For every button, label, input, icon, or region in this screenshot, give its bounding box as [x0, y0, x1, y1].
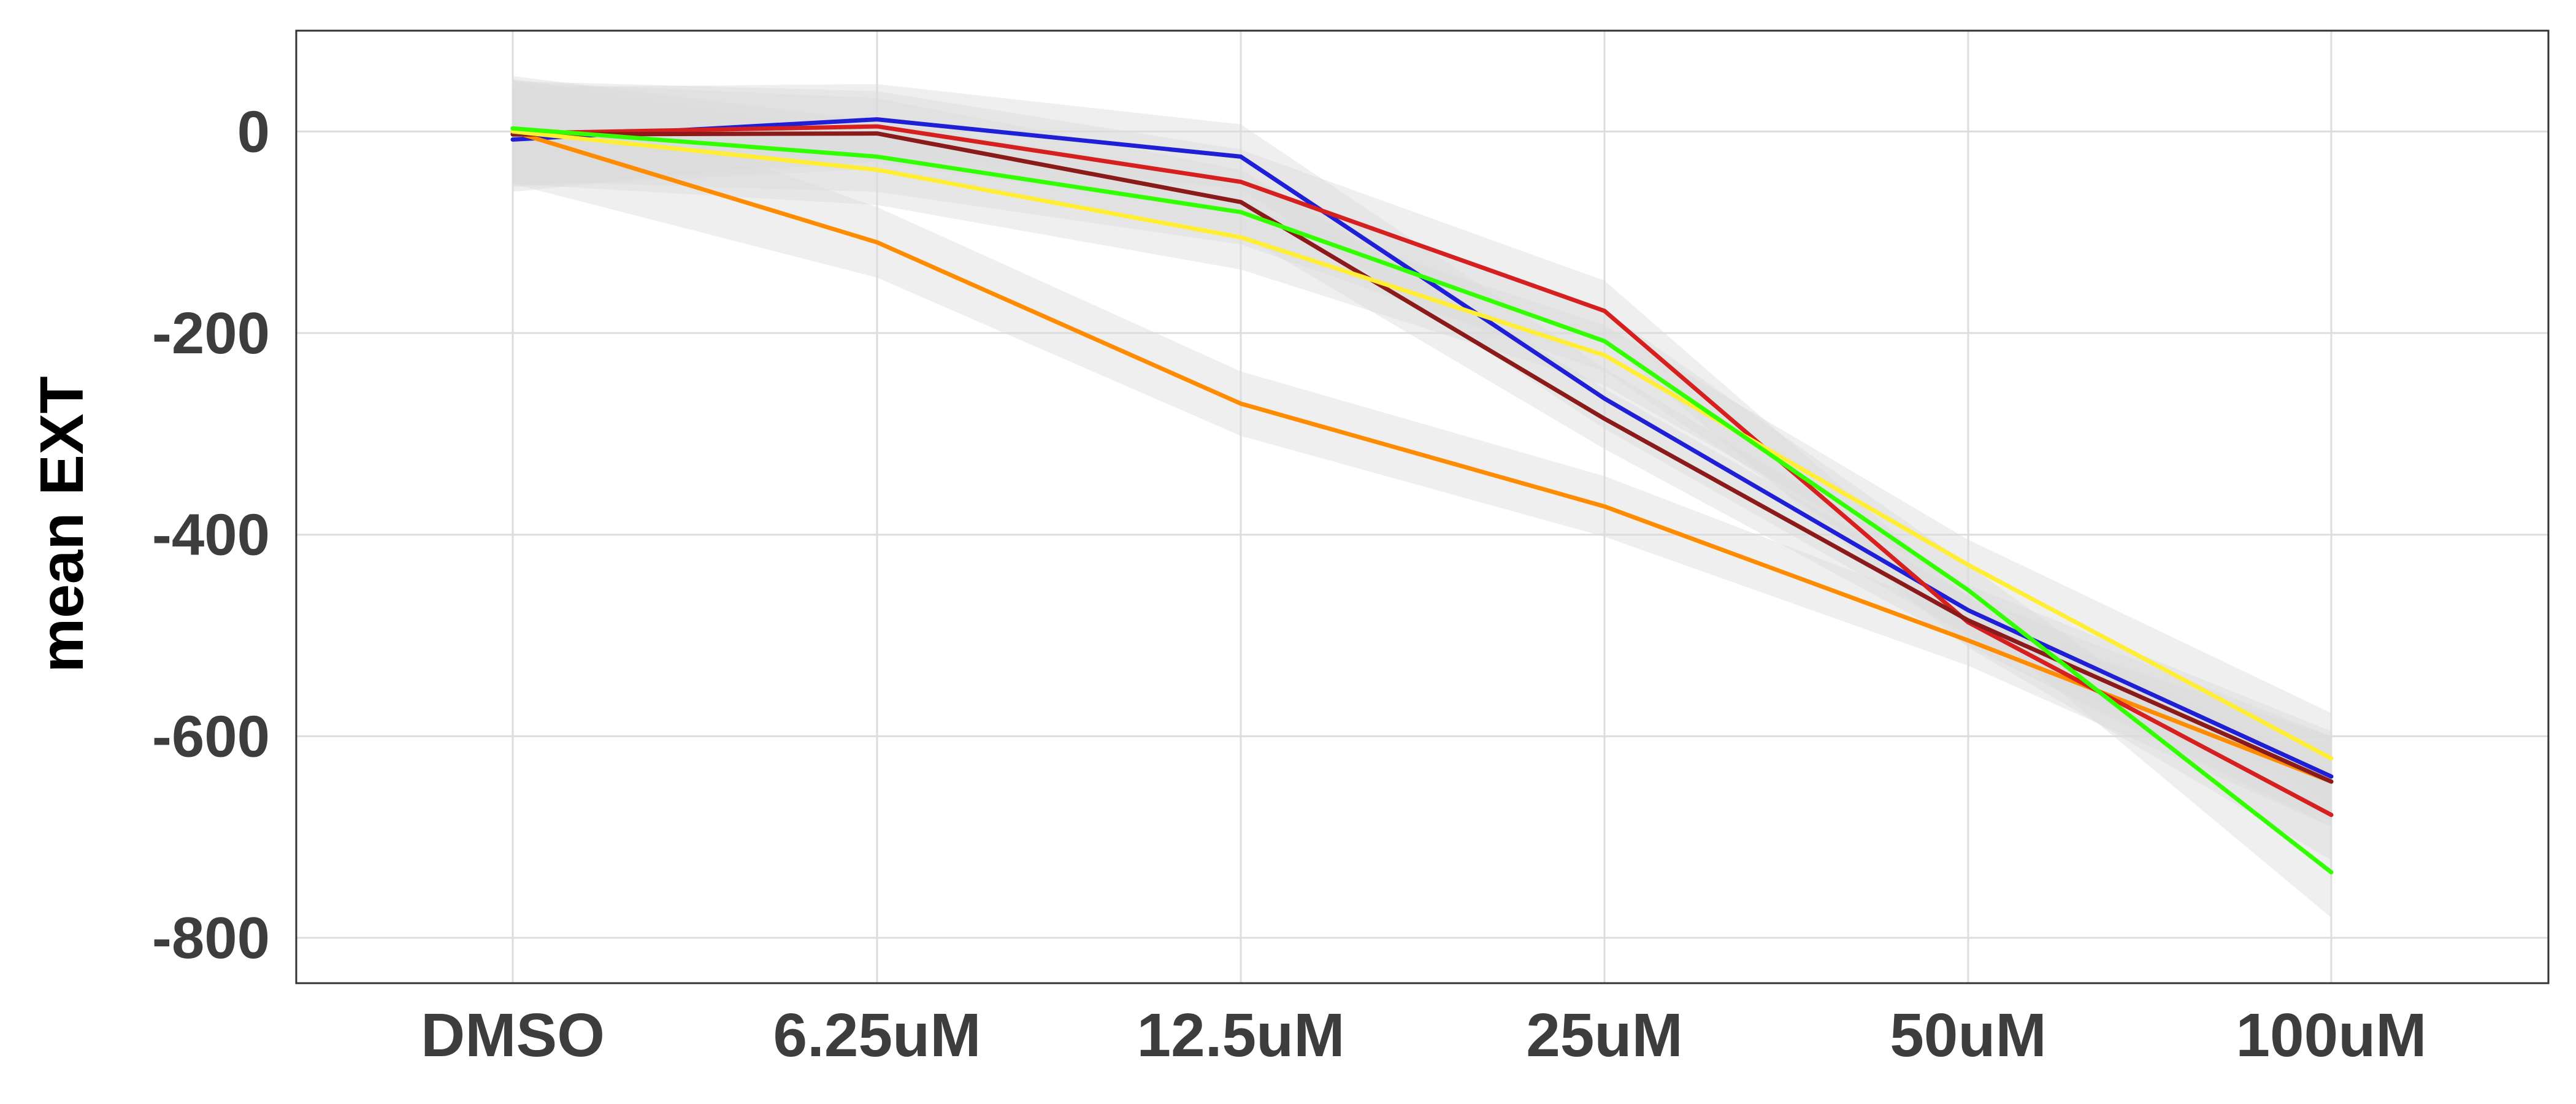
gridlines — [296, 31, 2548, 983]
y-tick-label: -800 — [152, 905, 270, 971]
x-tick-label: 25uM — [1526, 1001, 1683, 1070]
x-tick-label: 100uM — [2236, 1001, 2426, 1070]
x-tick-labels: DMSO 6.25uM 12.5uM 25uM 50uM 100uM — [421, 1001, 2427, 1070]
y-tick-labels: 0 -200 -400 -600 -800 — [152, 99, 270, 971]
x-tick-label: 12.5uM — [1137, 1001, 1344, 1070]
y-tick-label: 0 — [237, 99, 270, 164]
y-tick-label: -400 — [152, 502, 270, 568]
series-line — [510, 131, 2334, 784]
x-tick-label: 50uM — [1890, 1001, 2047, 1070]
series-line — [510, 129, 2334, 761]
series-ribbon — [513, 76, 2331, 918]
series-line — [510, 126, 2334, 875]
series-ribbon — [513, 84, 2331, 822]
y-tick-label: -200 — [152, 301, 270, 366]
series-ribbon — [513, 82, 2331, 827]
plot-panel-border — [295, 29, 2550, 984]
series-line — [510, 124, 2334, 818]
y-axis-title: mean EXT — [28, 376, 96, 673]
series-line — [510, 129, 2334, 784]
y-tick-label: -600 — [152, 703, 270, 769]
x-tick-label: DMSO — [421, 1001, 605, 1070]
series-lines — [510, 117, 2334, 875]
series-ribbon — [513, 81, 2331, 861]
x-tick-label: 6.25uM — [773, 1001, 981, 1070]
